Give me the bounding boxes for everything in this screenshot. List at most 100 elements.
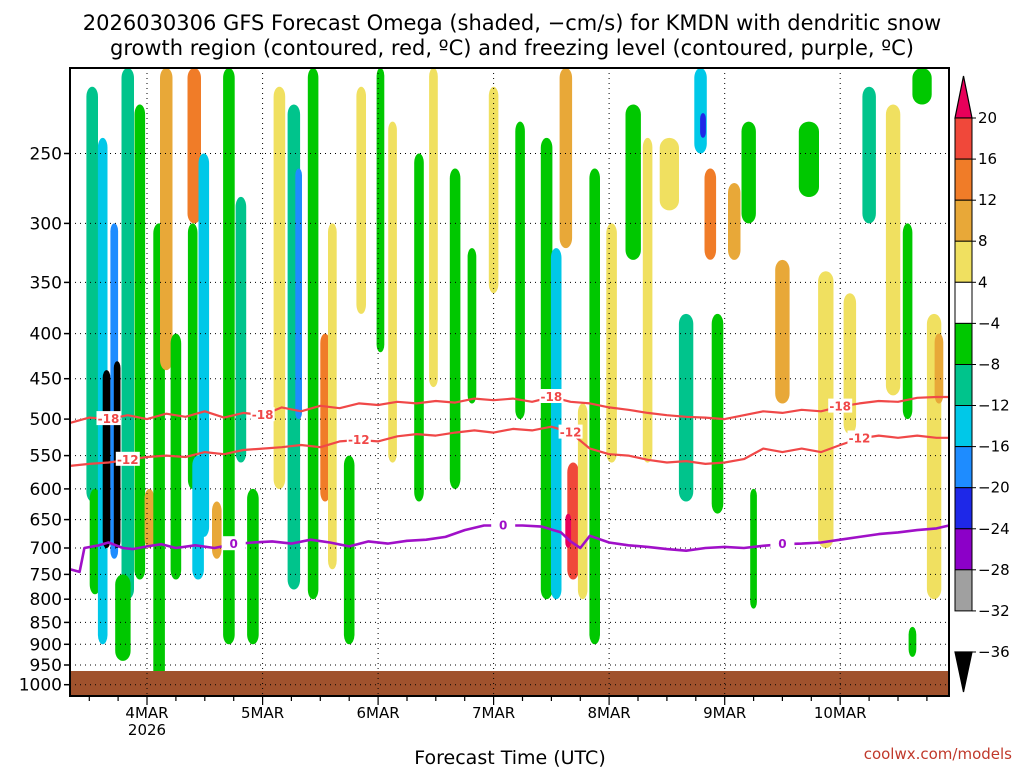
contour-label-bg--12-1 xyxy=(346,432,371,446)
contour-label-bg-0-2 xyxy=(770,536,795,551)
omega-cell-23 xyxy=(295,168,302,420)
x-tick-label-9MAR: 9MAR xyxy=(703,704,746,722)
omega-cell-62 xyxy=(902,223,913,420)
y-tick-label-250: 250 xyxy=(30,145,62,165)
omega-cell-55 xyxy=(750,488,757,609)
colorbar-label-13: −36 xyxy=(978,643,1010,661)
x-tick-label-7MAR: 7MAR xyxy=(472,704,515,722)
omega-cell-46 xyxy=(642,137,653,463)
y-tick-label-400: 400 xyxy=(30,325,62,345)
contour-line--12 xyxy=(69,425,949,467)
contour-lines: -18 -18 -18 -18 -12 -12 -12 -12 0 0 0 xyxy=(69,389,950,574)
omega-cell-33 xyxy=(449,168,461,489)
omega-cell-3 xyxy=(102,370,111,548)
y-tick-label-350: 350 xyxy=(30,273,62,293)
y-tick-label-950: 950 xyxy=(30,656,62,676)
y-tick-label-500: 500 xyxy=(30,410,62,430)
omega-cell-0 xyxy=(86,86,98,502)
colorbar-swatch-10 xyxy=(954,487,973,530)
contour-label-bg--12-2 xyxy=(558,424,583,439)
y-tick-label-900: 900 xyxy=(30,635,62,655)
omega-cell-25 xyxy=(320,333,330,502)
omega-cell-32 xyxy=(429,68,438,388)
contour-label-bg--18-2 xyxy=(539,389,564,403)
contour-label--12-1: -12 xyxy=(348,433,370,447)
colorbar-label-9: −20 xyxy=(978,479,1010,497)
contour-label-bg-0-0 xyxy=(221,536,246,551)
omega-cell-34 xyxy=(467,248,477,404)
credit-link[interactable]: coolwx.com/models xyxy=(864,745,1012,763)
contour-line--18 xyxy=(69,395,949,424)
chart-title-line1: 2026030306 GFS Forecast Omega (shaded, −… xyxy=(83,11,941,35)
omega-cell-36 xyxy=(515,121,525,420)
y-tick-label-750: 750 xyxy=(30,565,62,585)
colorbar-swatch-7 xyxy=(954,364,973,407)
ground-surface xyxy=(70,671,949,696)
x-tick-label-6MAR: 6MAR xyxy=(357,704,400,722)
x-tick-label-8MAR: 8MAR xyxy=(588,704,631,722)
omega-cell-53 xyxy=(728,183,741,260)
omega-cell-50 xyxy=(700,113,706,138)
contour-label-bg--18-1 xyxy=(250,407,275,422)
contour-label--18-0: -18 xyxy=(98,412,120,426)
omega-cell-54 xyxy=(741,121,756,224)
omega-cell-20 xyxy=(247,488,259,645)
omega-cell-43 xyxy=(589,168,600,645)
y-tick-label-700: 700 xyxy=(30,539,62,559)
omega-cell-65 xyxy=(934,333,944,404)
colorbar-swatch-5 xyxy=(954,281,973,324)
omega-cell-11 xyxy=(160,68,173,371)
omega-cell-19 xyxy=(235,196,247,463)
contour-label--12-3: -12 xyxy=(849,432,871,446)
omega-cell-51 xyxy=(704,168,717,260)
y-tick-label-1000: 1000 xyxy=(19,676,62,696)
colorbar-swatch-6 xyxy=(954,322,973,365)
contour-label-bg--18-0 xyxy=(96,411,121,426)
omega-cell-38 xyxy=(550,248,562,600)
x-tick-sublabel-4MAR: 2026 xyxy=(128,721,166,739)
x-tick-label-5MAR: 5MAR xyxy=(241,704,284,722)
y-axis-pressure: 2503003504004505005506006507007508008509… xyxy=(19,145,70,696)
colorbar-label-1: 16 xyxy=(978,150,997,168)
colorbar: 20 16 12 8 4 −4 −8 −12 −16 −20 −24 −28 −32 −36 xyxy=(954,75,1010,693)
omega-cell-41 xyxy=(565,513,572,548)
omega-cell-24 xyxy=(307,68,319,600)
omega-cell-48 xyxy=(678,313,694,502)
omega-cell-44 xyxy=(606,223,617,463)
colorbar-label-7: −12 xyxy=(978,397,1010,415)
contour-label-0-0: 0 xyxy=(230,537,238,551)
colorbar-swatch-9 xyxy=(954,446,973,489)
omega-cell-16 xyxy=(198,153,210,537)
omega-cell-29 xyxy=(376,68,385,353)
omega-cell-60 xyxy=(862,86,876,224)
omega-cell-30 xyxy=(388,121,397,463)
omega-cell-52 xyxy=(711,313,724,514)
colorbar-label-8: −16 xyxy=(978,438,1010,456)
omega-cell-57 xyxy=(798,121,819,197)
omega-cell-21 xyxy=(273,86,286,489)
colorbar-swatch-8 xyxy=(954,405,973,448)
y-tick-label-800: 800 xyxy=(30,590,62,610)
colorbar-swatch-11 xyxy=(954,528,973,571)
colorbar-swatch-2 xyxy=(954,158,973,201)
colorbar-swatch-1 xyxy=(954,117,973,160)
omega-cell-35 xyxy=(488,86,499,294)
omega-cell-40 xyxy=(567,462,579,580)
y-tick-label-300: 300 xyxy=(30,214,62,234)
colorbar-swatch-4 xyxy=(954,240,973,283)
omega-cell-66 xyxy=(908,626,917,657)
colorbar-bottom-arrow xyxy=(954,651,973,693)
omega-cell-28 xyxy=(356,86,366,314)
colorbar-top-arrow xyxy=(954,75,973,119)
omega-cell-49 xyxy=(694,68,707,154)
chart-title-line2: growth region (contoured, red, ºC) and f… xyxy=(110,36,914,60)
omega-cell-42 xyxy=(577,403,588,600)
contour-label-bg-0-1 xyxy=(491,517,516,532)
plot-frame xyxy=(69,67,950,697)
colorbar-label-11: −28 xyxy=(978,561,1010,579)
x-tick-label-10MAR: 10MAR xyxy=(814,704,867,722)
omega-cell-47 xyxy=(659,137,679,211)
y-tick-label-600: 600 xyxy=(30,480,62,500)
